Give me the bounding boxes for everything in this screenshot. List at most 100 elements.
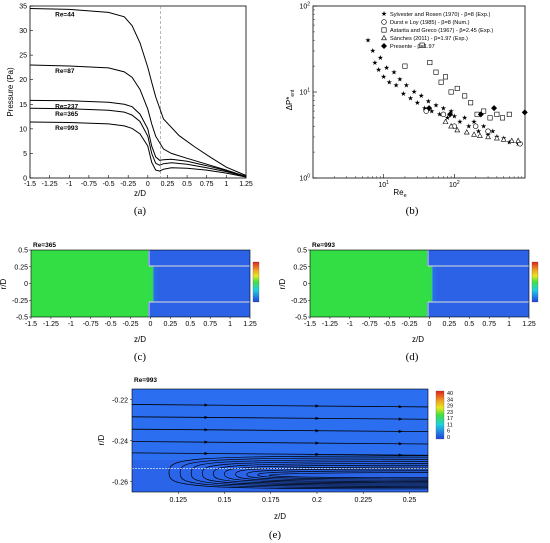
panel-b-point: ★ bbox=[433, 102, 439, 110]
panel-a-xtick-label: -0.75 bbox=[81, 181, 97, 188]
panel-a-caption: (a) bbox=[134, 205, 147, 217]
panel-c-ytick-label: -0.25 bbox=[12, 298, 28, 305]
panel-c-xtick-label: -1.5 bbox=[25, 321, 37, 328]
panel-e-ytick-label: -0.24 bbox=[112, 439, 128, 446]
panel-e-recirculation-loop bbox=[257, 470, 429, 480]
panel-b-point bbox=[443, 74, 449, 80]
panel-b-point bbox=[462, 93, 468, 99]
panel-d-xtick-label: -0.25 bbox=[402, 321, 418, 328]
panel-b-legend-label: Sylvester and Rosen (1970) - β=8 (Exp.) bbox=[390, 12, 491, 18]
panel-e-xtick-label: 0.25 bbox=[403, 497, 417, 504]
panel-e-streamline bbox=[131, 452, 429, 456]
panel-e-recirculation-loop bbox=[268, 472, 429, 479]
panel-a-xtick-label: -0.5 bbox=[103, 181, 115, 188]
panel-e-arrow bbox=[398, 417, 403, 421]
panel-b-point bbox=[472, 123, 479, 129]
panel-b-point: ★ bbox=[391, 68, 397, 76]
panel-b-point: ★ bbox=[462, 114, 468, 122]
panel-d-ylabel: r/D bbox=[278, 278, 287, 289]
panel-c-transition bbox=[146, 266, 160, 302]
panel-e-arrow bbox=[204, 440, 209, 444]
panel-c-xtick-label: 1 bbox=[228, 321, 232, 328]
panel-a-xtick-label: -1 bbox=[66, 181, 72, 188]
panel-e-colorbar-tick: 17 bbox=[447, 416, 453, 422]
panel-e-arrow bbox=[315, 452, 320, 457]
panel-e-arrow bbox=[315, 441, 320, 445]
panel-d-xtick-label: -0.75 bbox=[362, 321, 378, 328]
panel-b-point bbox=[440, 111, 447, 118]
panel-b-point: ★ bbox=[370, 47, 376, 55]
panel-b-point bbox=[448, 89, 454, 95]
panel-c-ytick-label: 0.25 bbox=[14, 264, 28, 271]
panel-d-xtick-label: 1 bbox=[507, 321, 511, 328]
panel-b-point: ★ bbox=[466, 122, 472, 130]
panel-a-xtick-label: -1.5 bbox=[24, 181, 36, 188]
panel-e-streamline bbox=[131, 404, 429, 408]
panel-a-ylabel: Pressure (Pa) bbox=[6, 67, 15, 117]
panel-b-point: ★ bbox=[451, 113, 457, 121]
panel-e-arrow bbox=[315, 429, 320, 433]
panel-c-xtick-label: -0.5 bbox=[105, 321, 117, 328]
panel-a-series-line bbox=[29, 121, 247, 178]
panel-b-ytick-label: 102 bbox=[299, 2, 310, 11]
panel-a-xtick-label: 1.25 bbox=[239, 181, 253, 188]
panel-e-recirculation-loop bbox=[201, 461, 429, 486]
panel-b-point bbox=[463, 129, 470, 135]
panel-b-point bbox=[427, 60, 433, 66]
panel-d: Re=993 -1.5 -1.25 -1 -0.75 -0.5 -0.25 0 0.25 0.5… bbox=[278, 240, 539, 363]
panel-b-point: ★ bbox=[444, 114, 450, 122]
panel-c-title-box bbox=[31, 240, 71, 249]
panel-b-point bbox=[438, 79, 444, 85]
panel-d-xtick-label: -1.5 bbox=[304, 321, 316, 328]
panel-a-ytick-label: 25 bbox=[19, 53, 27, 60]
panel-b-point: ★ bbox=[377, 54, 383, 62]
panel-b-point: ★ bbox=[381, 73, 387, 81]
panel-e-colorbar-tick: 34 bbox=[447, 397, 453, 403]
panel-b-point: ★ bbox=[490, 127, 496, 135]
panel-d-colorbar bbox=[531, 261, 539, 303]
panel-e-colorbar-tick: 6 bbox=[447, 429, 450, 435]
panel-d-caption: (d) bbox=[406, 351, 419, 363]
panel-a-ytick-label: 5 bbox=[23, 151, 27, 158]
panel-d-transition bbox=[425, 266, 439, 302]
panel-e-arrow bbox=[398, 405, 403, 409]
panel-e-arrow bbox=[204, 451, 209, 456]
panel-b-point: ★ bbox=[429, 107, 435, 115]
panel-b-point bbox=[468, 100, 474, 106]
panel-b-point bbox=[426, 105, 433, 112]
panel-c-xtick-label: 1.25 bbox=[243, 321, 257, 328]
panel-e-recirculation-loop bbox=[213, 463, 429, 485]
panel-b-legend-marker: ★ bbox=[381, 10, 387, 18]
panel-e-caption: (e) bbox=[269, 529, 282, 541]
panel-b-point bbox=[521, 109, 528, 116]
panel-b-point: ★ bbox=[403, 81, 409, 89]
panel-b-point bbox=[487, 115, 493, 121]
panel-a-xtick-label: -0.25 bbox=[120, 181, 136, 188]
panel-b-point: ★ bbox=[448, 107, 454, 115]
panel-d-xtick-label: -1.25 bbox=[322, 321, 338, 328]
panel-d-ytick-label: 0.5 bbox=[297, 248, 307, 255]
panel-b-point: ★ bbox=[393, 81, 399, 89]
panel-c-xtick-label: 0 bbox=[149, 321, 153, 328]
panel-b-point: ★ bbox=[440, 104, 446, 112]
panel-c-xlabel: z/D bbox=[134, 335, 146, 344]
panel-a-xtick-label: -1.25 bbox=[42, 181, 58, 188]
panel-a-series-label: Re=87 bbox=[55, 68, 75, 75]
panel-a-ytick-label: 15 bbox=[19, 102, 27, 109]
panel-e-colorbar-tick: 0 bbox=[447, 435, 450, 441]
panel-b-point: ★ bbox=[411, 88, 417, 96]
panel-e-colorbar-tick: 40 bbox=[447, 391, 453, 397]
panel-c-xtick-label: -0.75 bbox=[83, 321, 99, 328]
panel-e-streamline bbox=[131, 441, 429, 445]
panel-b-point: ★ bbox=[418, 92, 424, 100]
panel-a-series-label: Re=44 bbox=[55, 11, 75, 18]
panel-e-recirculation-loop bbox=[179, 457, 429, 489]
panel-d-xtick-label: 0.25 bbox=[443, 321, 457, 328]
panel-b-point: ★ bbox=[481, 122, 487, 130]
panel-d-ytick-label: -0.5 bbox=[295, 315, 307, 322]
panel-c-colorbar bbox=[252, 261, 260, 303]
panel-b-point: ★ bbox=[471, 118, 477, 126]
panel-a-xlabel: z/D bbox=[134, 189, 146, 198]
